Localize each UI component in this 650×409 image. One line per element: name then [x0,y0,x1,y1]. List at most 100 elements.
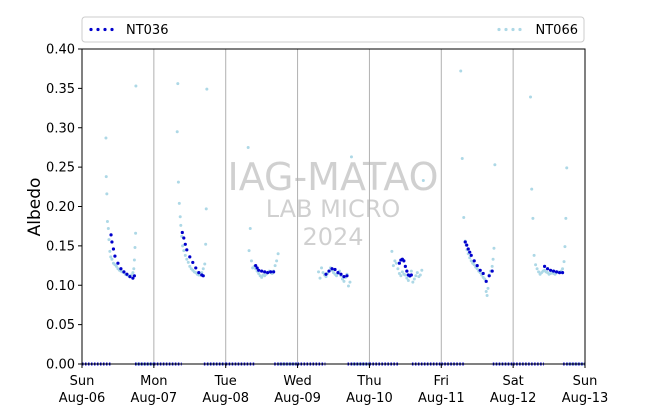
data-point [105,192,109,196]
data-point [405,276,409,280]
data-point [113,254,117,258]
data-point [269,270,273,274]
data-point [492,246,496,250]
x-tick-date-label: Aug-12 [490,391,537,406]
data-point [110,240,114,244]
data-point [260,269,264,273]
x-tick-day-label: Mon [140,374,167,389]
data-point [266,271,270,275]
data-point [468,256,472,260]
data-point [109,255,113,259]
data-point [396,267,400,271]
x-tick-date-label: Aug-06 [59,391,106,406]
data-point [177,201,181,205]
data-point [403,273,407,277]
data-point [478,268,482,272]
x-tick-date-label: Aug-07 [131,391,178,406]
data-point [402,259,406,263]
data-point [563,245,567,249]
data-point [255,266,259,270]
data-point [131,271,135,275]
x-tick-day-label: Sat [502,374,523,389]
data-point [531,216,535,220]
data-point [185,257,189,261]
data-point [183,253,187,257]
data-point [339,272,343,276]
legend-marker-dot [96,27,100,32]
data-point [131,276,135,280]
data-point [194,266,198,270]
y-axis-title: Albedo [25,178,45,237]
data-point [483,277,487,281]
legend-marker-nt036 [89,27,114,32]
data-point [420,268,424,272]
x-tick-day-label: Wed [283,374,311,389]
data-point [406,279,410,283]
data-point [472,259,476,263]
watermark-line-2: LAB MICRO [266,195,401,223]
data-point [188,264,192,268]
data-point [179,223,183,227]
data-point [183,242,187,246]
data-point [491,257,495,261]
data-point [345,274,349,278]
y-tick-label: 0.40 [46,43,75,58]
x-tick-date-label: Aug-13 [562,391,609,406]
data-point [263,270,267,274]
legend-marker-dot [497,27,501,32]
data-point [561,267,565,271]
data-point [107,238,111,242]
gridlines [153,49,514,364]
data-point [529,95,533,99]
data-point [548,268,553,272]
x-tick-day-label: Fri [434,374,450,389]
data-point [534,263,538,267]
data-point [203,262,207,266]
data-point [391,264,395,268]
data-point [330,267,334,271]
data-point [472,263,476,267]
data-point [333,267,337,272]
data-point [109,233,113,237]
data-point [110,257,114,261]
x-tick-day-label: Sun [70,374,95,389]
legend-label-nt036: NT036 [126,23,168,38]
data-point [414,274,418,278]
data-point [191,260,195,265]
data-point [394,261,398,265]
data-point [182,236,186,240]
data-point [180,230,184,235]
data-point [490,264,494,268]
data-point [176,180,180,184]
data-point [188,255,192,259]
data-point [134,231,138,235]
data-point [485,293,489,297]
data-point [201,267,205,271]
legend-marker-dot [511,27,515,32]
data-point [318,276,322,280]
y-tick-label: 0.10 [46,279,75,294]
legend-marker-dot [110,27,114,32]
data-point [260,275,264,279]
legend-marker-dot [504,27,508,32]
data-point [415,271,419,275]
data-point [493,163,497,167]
data-point [327,269,331,273]
legend-label-nt066: NT066 [536,23,578,38]
data-point [114,264,118,268]
data-point [462,216,466,220]
y-tick-label: 0.15 [46,239,75,254]
data-point [324,275,328,279]
data-point [249,259,253,263]
y-tick-label: 0.05 [46,318,75,333]
y-tick-label: 0.35 [46,82,75,97]
legend-marker-nt066 [497,27,522,32]
x-tick-date-label: Aug-08 [202,391,249,406]
data-point [475,267,479,271]
data-point [530,187,534,191]
data-point [400,270,404,274]
data-point [490,269,494,273]
y-tick-label: 0.00 [46,358,75,373]
data-point [321,271,325,275]
data-point [116,261,120,265]
